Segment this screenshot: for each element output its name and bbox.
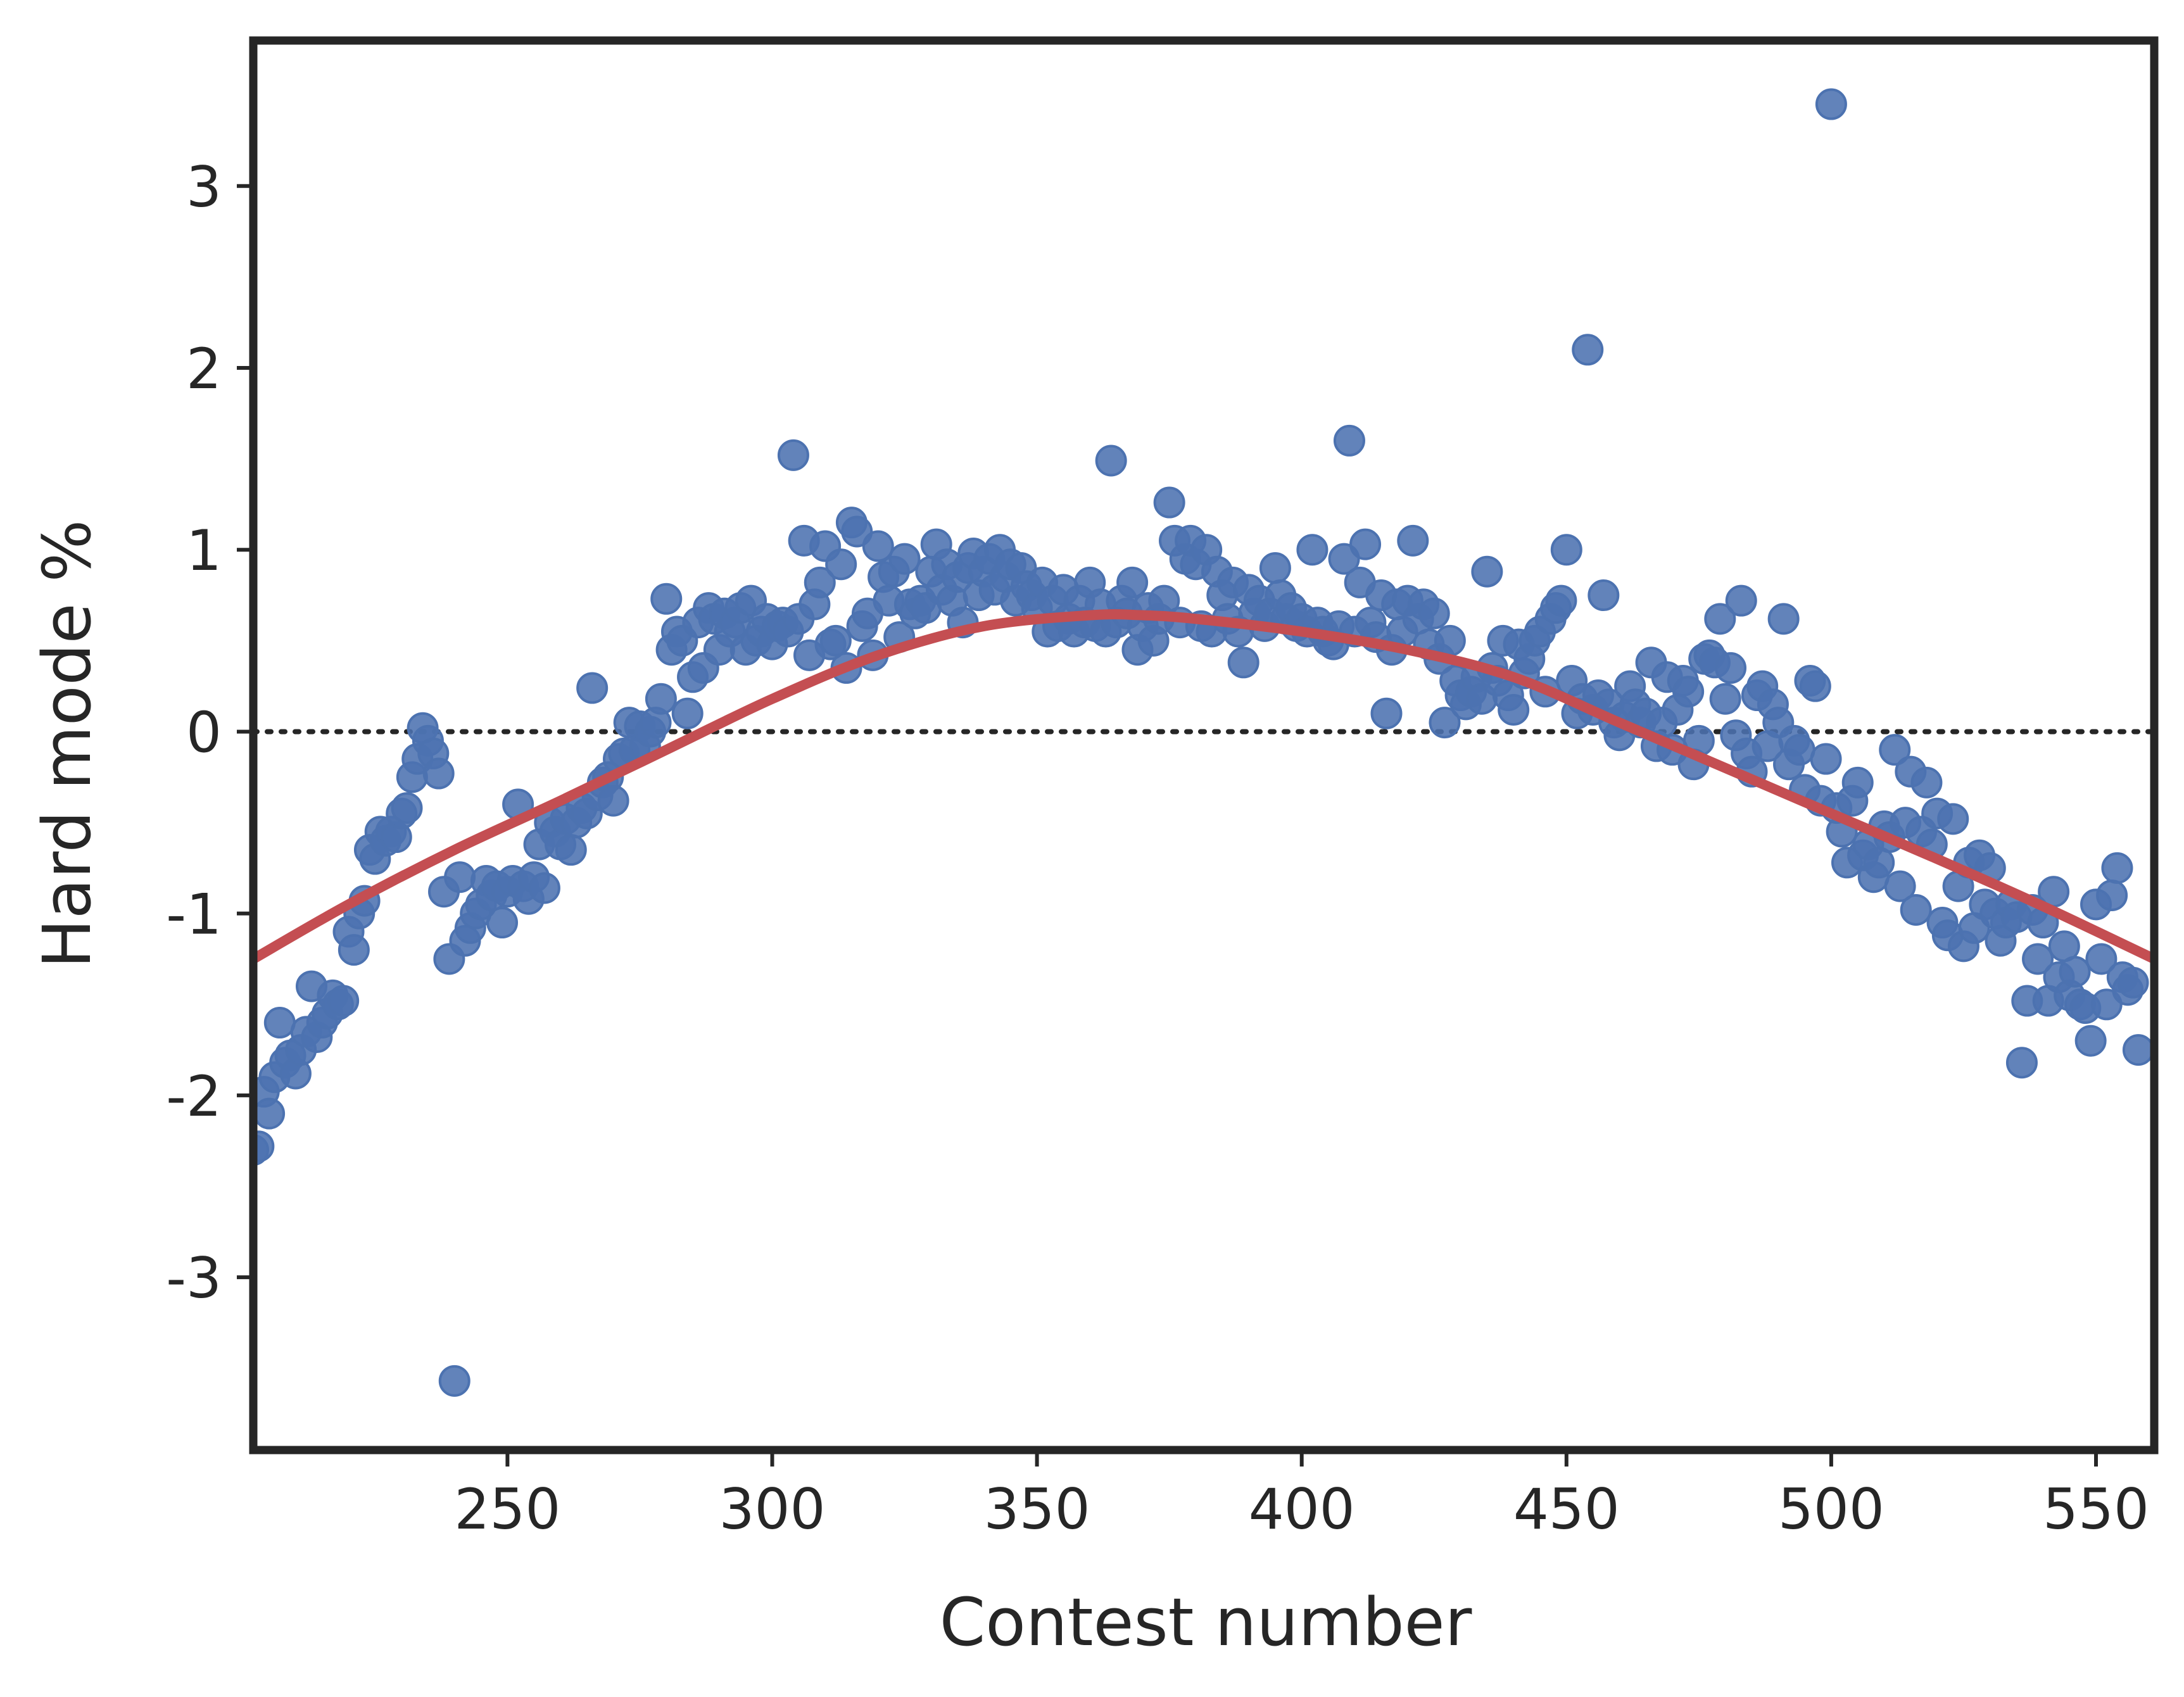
- data-point: [1715, 652, 1747, 684]
- data-point: [438, 1365, 470, 1397]
- data-point: [422, 757, 455, 790]
- data-point: [253, 1130, 275, 1163]
- x-tick-label: 450: [1513, 1477, 1620, 1542]
- data-point: [1709, 683, 1741, 715]
- data-point: [253, 1097, 286, 1130]
- data-point: [1910, 766, 1943, 798]
- data-point: [1550, 534, 1582, 566]
- data-point: [1725, 584, 1757, 617]
- data-point: [1588, 579, 1620, 612]
- data-point: [804, 566, 836, 598]
- trend-line: [253, 609, 2154, 964]
- data-point: [1095, 445, 1127, 477]
- data-point: [1841, 766, 1874, 798]
- data-point: [1900, 893, 1932, 926]
- data-point: [1783, 734, 1815, 766]
- data-point: [1672, 676, 1705, 708]
- y-tick-label: 1: [186, 518, 222, 583]
- data-point: [1471, 555, 1503, 588]
- data-point: [671, 697, 704, 729]
- data-point: [650, 583, 683, 615]
- data-point: [1799, 670, 1831, 702]
- x-tick-label: 400: [1249, 1477, 1355, 1542]
- data-point: [1572, 334, 1604, 366]
- data-point: [862, 530, 894, 562]
- data-point: [597, 785, 629, 817]
- data-point: [1370, 697, 1403, 729]
- data-point: [1704, 603, 1736, 635]
- trend-line-layer: [253, 609, 2154, 964]
- x-tick-label: 300: [719, 1477, 826, 1542]
- y-axis-title: Hard mode %: [28, 520, 106, 969]
- y-tick-label: 0: [186, 700, 222, 765]
- data-point: [2005, 1047, 2038, 1079]
- plot-frame: [249, 36, 2159, 1454]
- data-point: [486, 907, 519, 939]
- data-point: [2101, 852, 2133, 884]
- x-axis-ticks: 250 300 350 400 450 500 550: [454, 1450, 2149, 1542]
- data-point: [2022, 943, 2054, 975]
- x-tick-label: 550: [2043, 1477, 2149, 1542]
- data-point: [1498, 693, 1530, 726]
- data-point: [444, 861, 476, 893]
- scatter-points-layer: [253, 88, 2154, 1397]
- y-tick-label: 2: [186, 336, 222, 401]
- data-point: [2117, 966, 2149, 999]
- data-point: [1815, 88, 1847, 120]
- data-point: [1227, 647, 1259, 679]
- data-point: [1296, 534, 1329, 566]
- data-point: [1349, 528, 1382, 560]
- data-point: [1153, 486, 1185, 519]
- x-axis-title: Contest number: [940, 1584, 1472, 1661]
- data-point: [1767, 603, 1800, 635]
- data-point: [1259, 552, 1291, 584]
- data-point: [263, 1007, 296, 1039]
- data-point: [327, 985, 360, 1017]
- data-point: [819, 624, 852, 657]
- y-tick-label: -3: [166, 1246, 222, 1311]
- data-point: [555, 834, 587, 866]
- data-point: [1884, 870, 1916, 902]
- data-point: [1397, 524, 1429, 557]
- data-point: [1879, 734, 1911, 766]
- data-point: [1429, 707, 1461, 739]
- data-point: [576, 672, 609, 704]
- data-point: [1333, 424, 1365, 457]
- data-point: [2122, 1034, 2154, 1066]
- x-tick-label: 500: [1778, 1477, 1884, 1542]
- data-point: [825, 548, 857, 581]
- y-tick-label: 3: [186, 155, 222, 220]
- data-point: [1937, 803, 1969, 835]
- axes-layer: [249, 36, 2159, 1454]
- data-point: [338, 934, 370, 966]
- data-point: [1810, 743, 1842, 775]
- x-tick-label: 250: [454, 1477, 560, 1542]
- data-point: [2074, 1025, 2107, 1057]
- data-point: [391, 792, 423, 824]
- data-point: [2059, 956, 2091, 988]
- y-tick-label: -1: [166, 882, 222, 947]
- data-point: [1434, 624, 1466, 657]
- data-point: [888, 543, 921, 575]
- data-point: [1418, 597, 1450, 629]
- y-tick-label: -2: [166, 1064, 222, 1129]
- data-point: [2085, 943, 2118, 975]
- y-axis-ticks: -3 -2 -1 0 1 2 3: [166, 155, 253, 1311]
- data-point: [777, 439, 809, 471]
- data-point: [1545, 584, 1577, 617]
- data-point: [1116, 566, 1149, 598]
- data-point: [528, 872, 560, 904]
- data-point: [2096, 879, 2128, 911]
- data-point: [645, 683, 677, 715]
- x-tick-label: 350: [984, 1477, 1090, 1542]
